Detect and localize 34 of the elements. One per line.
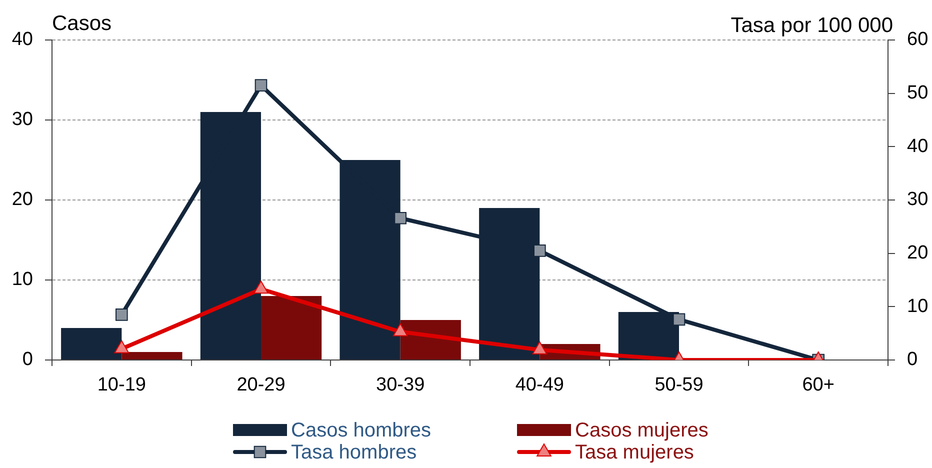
y2-tick-label: 20	[907, 242, 928, 264]
point	[392, 323, 408, 336]
legend-label: Casos hombres	[291, 420, 432, 442]
legend-label: Tasa mujeres	[575, 442, 694, 464]
x-tick-label: 50-59	[654, 374, 704, 396]
point	[254, 280, 268, 294]
legend-label: Tasa hombres	[291, 442, 417, 464]
point	[534, 244, 546, 257]
x-tick-label: 10-19	[97, 374, 146, 396]
point	[394, 212, 406, 224]
y2-tick-label: 40	[907, 136, 928, 157]
bar	[122, 352, 182, 360]
y-tick-label: 40	[12, 29, 33, 50]
y2-axis-title: Tasa por 100 000	[730, 14, 893, 37]
y2-tick-label: 60	[907, 29, 928, 50]
y-tick-label: 10	[12, 269, 33, 290]
legend-label: Casos mujeres	[575, 420, 708, 442]
y2-tick-label: 30	[907, 189, 928, 210]
point	[114, 340, 130, 354]
y-tick-label: 0	[22, 349, 33, 370]
y2-tick-label: 10	[907, 296, 928, 317]
x-tick-label: 20-29	[236, 374, 286, 396]
bar	[261, 296, 322, 360]
x-tick-label: 60+	[802, 374, 834, 396]
y-axis-title: Casos	[52, 12, 112, 35]
y-tick-label: 30	[12, 109, 33, 130]
point	[532, 341, 548, 354]
point	[254, 79, 268, 92]
y2-tick-label: 0	[907, 349, 918, 370]
y2-tick-label: 50	[907, 82, 928, 104]
x-tick-label: 40-49	[515, 374, 564, 396]
y-tick-label: 20	[12, 189, 33, 210]
bar	[61, 328, 122, 360]
x-tick-label: 30-39	[376, 374, 425, 396]
